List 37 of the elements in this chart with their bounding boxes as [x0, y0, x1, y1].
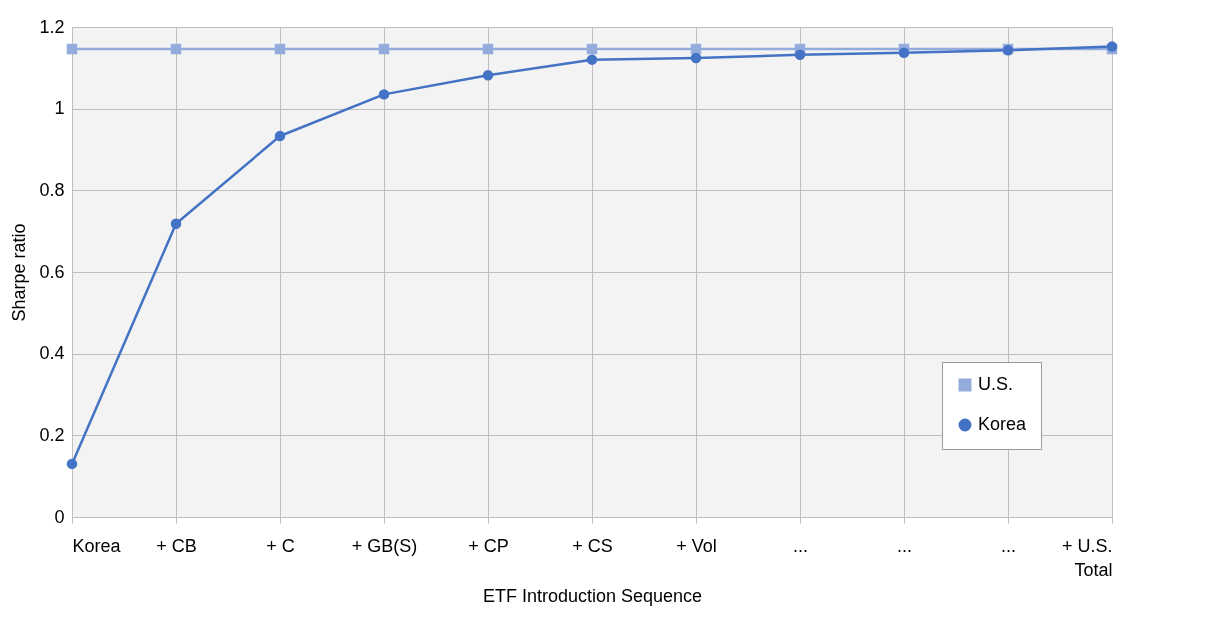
point	[482, 69, 494, 81]
point	[898, 47, 910, 58]
point	[586, 43, 598, 55]
y-tick-label: 0.4	[39, 343, 65, 364]
y-tick-label: 1	[54, 98, 65, 119]
x-tick-label: + CB	[156, 535, 197, 556]
point	[170, 43, 182, 55]
point	[482, 43, 494, 55]
legend-label: U.S.	[978, 374, 1014, 394]
x-tick-label: + CS	[572, 535, 613, 556]
point	[378, 43, 390, 55]
y-tick-label: 0.8	[39, 179, 65, 200]
x-tick-label: Korea	[72, 535, 122, 556]
y-tick-label: 0.2	[39, 424, 65, 445]
x-tick-label: + Vol	[676, 535, 717, 556]
x-tick-label: ...	[896, 535, 913, 556]
x-axis-title: ETF Introduction Sequence	[482, 585, 703, 606]
point	[690, 52, 702, 64]
x-tick-label: + C	[266, 535, 295, 556]
point	[586, 54, 598, 65]
point	[274, 43, 286, 55]
x-tick-label: + U.S. Total	[1061, 535, 1113, 580]
point	[274, 130, 286, 142]
x-tick-label: ...	[792, 535, 809, 556]
legend-label: Korea	[978, 414, 1028, 434]
y-axis-title: Sharpe ratio	[9, 223, 30, 322]
x-tick-label: + GB(S)	[351, 535, 418, 556]
point	[170, 218, 182, 230]
x-tick-label: ...	[1000, 535, 1017, 556]
point	[378, 89, 390, 100]
y-tick-label: 0.6	[39, 261, 65, 282]
point	[66, 43, 78, 55]
y-tick-label: 0	[54, 506, 65, 527]
x-tick-label: + CP	[468, 535, 509, 556]
point	[794, 49, 806, 60]
point	[66, 458, 78, 470]
y-tick-label: 1.2	[39, 16, 65, 37]
